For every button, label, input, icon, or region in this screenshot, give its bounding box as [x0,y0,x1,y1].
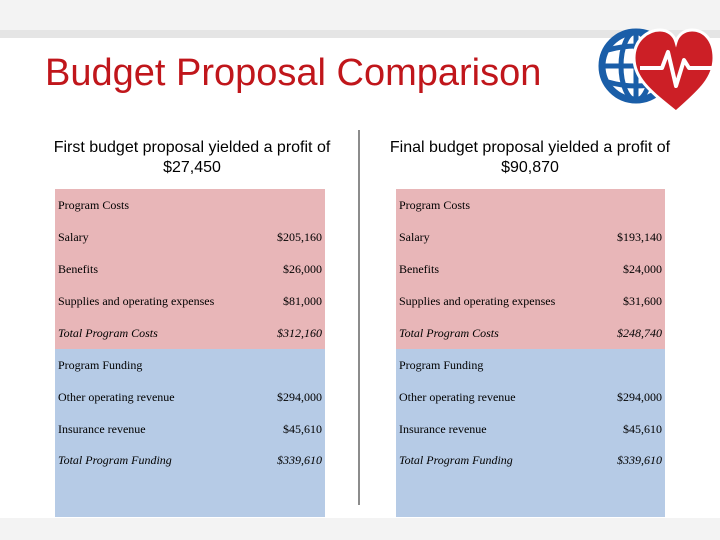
top-band [0,0,720,30]
slide-title: Budget Proposal Comparison [45,52,542,94]
row-value: $205,160 [240,221,326,253]
row-value: $45,610 [580,413,666,445]
row-value: $26,000 [240,253,326,285]
table-row: Benefits $26,000 [55,253,326,285]
table-row: Total Program Funding $339,610 [396,445,666,517]
table-row: Program Funding [55,349,326,381]
table-row: Total Program Costs $248,740 [396,317,666,349]
table-row: Salary $193,140 [396,221,666,253]
right-subtitle: Final budget proposal yielded a profit o… [389,139,671,176]
column-divider [358,130,360,505]
costs-header: Program Costs [396,189,666,221]
row-value: $294,000 [580,381,666,413]
total-costs-value: $312,160 [240,317,326,349]
row-label: Supplies and operating expenses [55,285,240,317]
row-value: $45,610 [240,413,326,445]
table-row: Program Costs [55,189,326,221]
top-band-line [0,30,720,38]
total-funding-value: $339,610 [240,445,326,517]
table-row: Other operating revenue $294,000 [396,381,666,413]
row-label: Other operating revenue [55,381,240,413]
table-row: Supplies and operating expenses $31,600 [396,285,666,317]
left-budget-table: Program Costs Salary $205,160 Benefits $… [55,189,326,517]
total-funding-value: $339,610 [580,445,666,517]
left-subtitle: First budget proposal yielded a profit o… [53,139,331,176]
table-row: Program Funding [396,349,666,381]
costs-header: Program Costs [55,189,326,221]
row-value: $81,000 [240,285,326,317]
table-row: Total Program Costs $312,160 [55,317,326,349]
logo [598,28,716,114]
table-row: Supplies and operating expenses $81,000 [55,285,326,317]
funding-header: Program Funding [396,349,666,381]
table-row: Other operating revenue $294,000 [55,381,326,413]
row-value: $294,000 [240,381,326,413]
row-label: Insurance revenue [396,413,580,445]
table-row: Insurance revenue $45,610 [55,413,326,445]
heartbeat-line-icon [640,50,712,88]
row-label: Other operating revenue [396,381,580,413]
funding-header: Program Funding [55,349,326,381]
table-row: Salary $205,160 [55,221,326,253]
table-row: Total Program Funding $339,610 [55,445,326,517]
bottom-band [0,518,720,540]
table-row: Program Costs [396,189,666,221]
row-label: Salary [396,221,580,253]
table-row: Insurance revenue $45,610 [396,413,666,445]
right-budget-table: Program Costs Salary $193,140 Benefits $… [396,189,666,517]
row-value: $24,000 [580,253,666,285]
total-costs-value: $248,740 [580,317,666,349]
total-costs-label: Total Program Costs [55,317,240,349]
row-label: Benefits [55,253,240,285]
total-costs-label: Total Program Costs [396,317,580,349]
total-funding-label: Total Program Funding [55,445,240,517]
row-label: Insurance revenue [55,413,240,445]
total-funding-label: Total Program Funding [396,445,580,517]
row-label: Supplies and operating expenses [396,285,580,317]
row-label: Salary [55,221,240,253]
row-label: Benefits [396,253,580,285]
row-value: $31,600 [580,285,666,317]
row-value: $193,140 [580,221,666,253]
table-row: Benefits $24,000 [396,253,666,285]
